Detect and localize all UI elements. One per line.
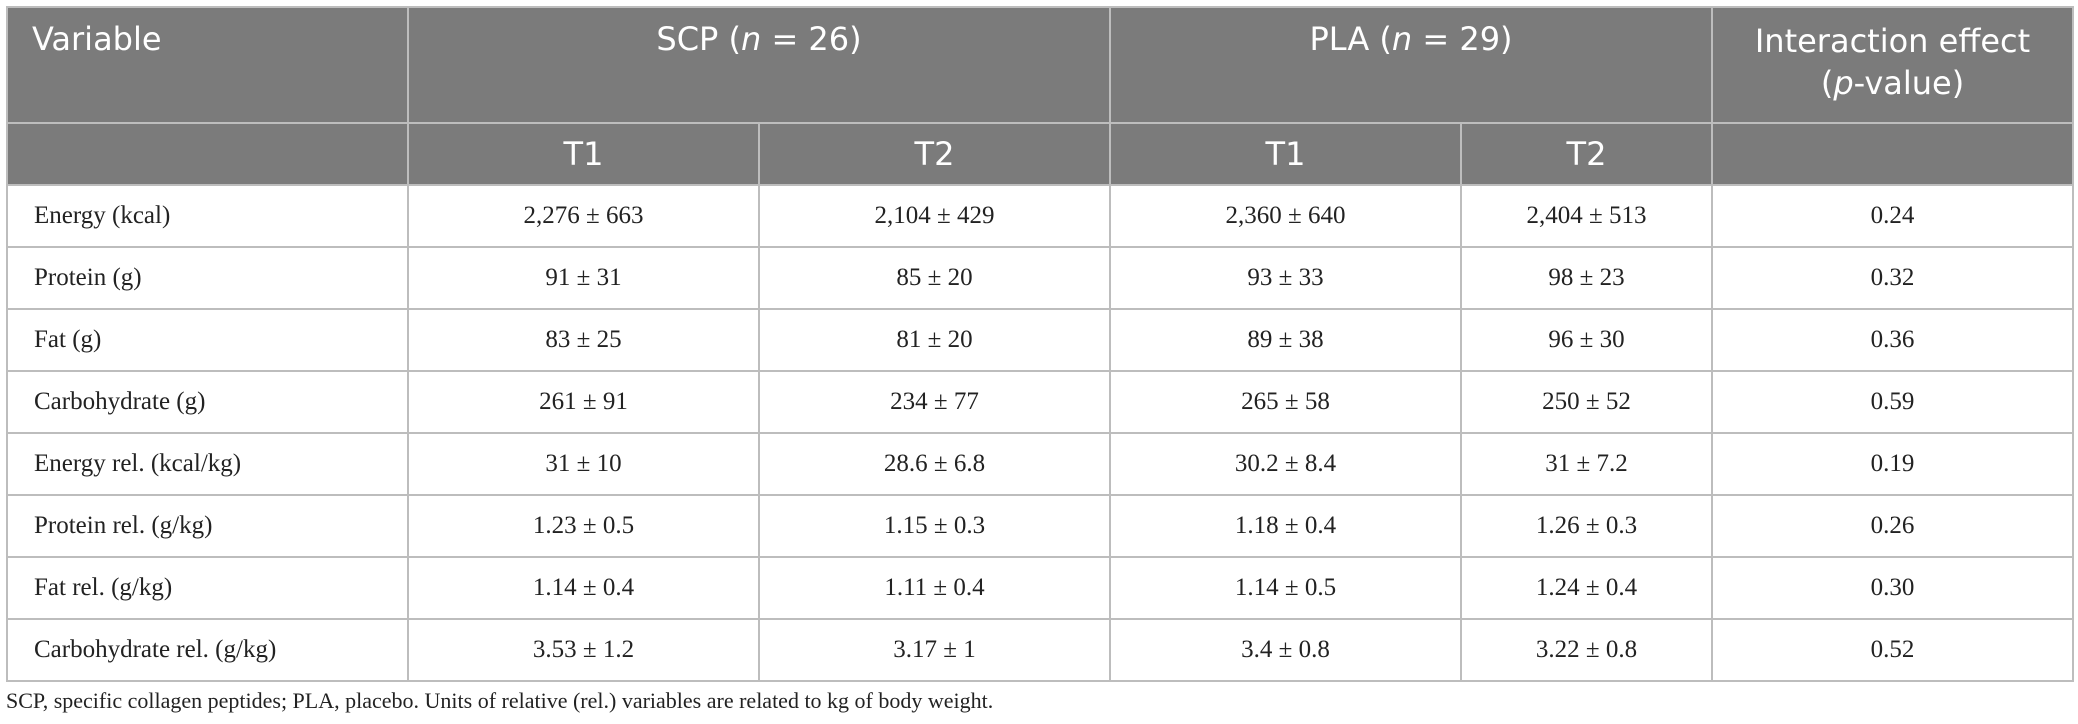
cell-pla-t2: 1.24 ± 0.4 — [1459, 556, 1714, 620]
cell-pla-t1: 89 ± 38 — [1109, 308, 1462, 372]
cell-pla-t2: 1.26 ± 0.3 — [1459, 494, 1714, 558]
cell-p-value: 0.52 — [1711, 618, 2075, 682]
table-header: Variable SCP (n = 26) PLA (n = 29) Inter… — [6, 6, 2075, 186]
header-row-timepoints: T1 T2 T1 T2 — [6, 122, 2075, 186]
cell-scp-t1: 1.23 ± 0.5 — [407, 494, 760, 558]
cell-pla-t1: 93 ± 33 — [1109, 246, 1462, 310]
header-pla-t1: T1 — [1109, 122, 1462, 186]
table-row: Energy rel. (kcal/kg) 31 ± 10 28.6 ± 6.8… — [6, 432, 2075, 496]
header-scp-t2: T2 — [758, 122, 1111, 186]
header-variable: Variable — [6, 6, 409, 124]
cell-pla-t2: 98 ± 23 — [1459, 246, 1714, 310]
cell-pla-t1: 30.2 ± 8.4 — [1109, 432, 1462, 496]
table-row: Protein rel. (g/kg) 1.23 ± 0.5 1.15 ± 0.… — [6, 494, 2075, 558]
nutrition-table: Variable SCP (n = 26) PLA (n = 29) Inter… — [6, 6, 2075, 682]
cell-p-value: 0.32 — [1711, 246, 2075, 310]
cell-pla-t1: 1.18 ± 0.4 — [1109, 494, 1462, 558]
cell-p-value: 0.30 — [1711, 556, 2075, 620]
cell-scp-t1: 2,276 ± 663 — [407, 184, 760, 248]
row-variable: Fat rel. (g/kg) — [6, 556, 409, 620]
header-pla-t2: T2 — [1459, 122, 1714, 186]
cell-scp-t2: 1.15 ± 0.3 — [758, 494, 1111, 558]
cell-p-value: 0.36 — [1711, 308, 2075, 372]
header-interaction: Interaction effect (p-value) — [1711, 6, 2075, 124]
cell-scp-t2: 85 ± 20 — [758, 246, 1111, 310]
cell-scp-t2: 1.11 ± 0.4 — [758, 556, 1111, 620]
cell-p-value: 0.24 — [1711, 184, 2075, 248]
table-row: Carbohydrate (g) 261 ± 91 234 ± 77 265 ±… — [6, 370, 2075, 434]
cell-p-value: 0.19 — [1711, 432, 2075, 496]
cell-pla-t2: 31 ± 7.2 — [1459, 432, 1714, 496]
row-variable: Carbohydrate (g) — [6, 370, 409, 434]
cell-pla-t1: 2,360 ± 640 — [1109, 184, 1462, 248]
row-variable: Carbohydrate rel. (g/kg) — [6, 618, 409, 682]
header-pla-label: PLA (n = 29) — [1309, 20, 1513, 58]
cell-scp-t1: 261 ± 91 — [407, 370, 760, 434]
table-row: Carbohydrate rel. (g/kg) 3.53 ± 1.2 3.17… — [6, 618, 2075, 682]
cell-pla-t2: 250 ± 52 — [1459, 370, 1714, 434]
table-footnote: SCP, specific collagen peptides; PLA, pl… — [6, 688, 994, 713]
cell-scp-t1: 1.14 ± 0.4 — [407, 556, 760, 620]
header-scp-label: SCP (n = 26) — [656, 20, 862, 58]
cell-p-value: 0.59 — [1711, 370, 2075, 434]
cell-pla-t2: 96 ± 30 — [1459, 308, 1714, 372]
cell-pla-t1: 1.14 ± 0.5 — [1109, 556, 1462, 620]
table-row: Protein (g) 91 ± 31 85 ± 20 93 ± 33 98 ±… — [6, 246, 2075, 310]
cell-scp-t2: 81 ± 20 — [758, 308, 1111, 372]
cell-scp-t1: 31 ± 10 — [407, 432, 760, 496]
cell-scp-t1: 91 ± 31 — [407, 246, 760, 310]
header-pla-group: PLA (n = 29) — [1108, 6, 1714, 124]
row-variable: Fat (g) — [6, 308, 409, 372]
cell-p-value: 0.26 — [1711, 494, 2075, 558]
table-row: Energy (kcal) 2,276 ± 663 2,104 ± 429 2,… — [6, 184, 2075, 248]
cell-scp-t1: 3.53 ± 1.2 — [407, 618, 760, 682]
cell-scp-t2: 2,104 ± 429 — [758, 184, 1111, 248]
row-variable: Energy (kcal) — [6, 184, 409, 248]
header-scp-group: SCP (n = 26) — [407, 6, 1111, 124]
header-empty-variable — [6, 122, 409, 186]
cell-pla-t2: 3.22 ± 0.8 — [1459, 618, 1714, 682]
cell-pla-t1: 3.4 ± 0.8 — [1109, 618, 1462, 682]
cell-scp-t2: 234 ± 77 — [758, 370, 1111, 434]
cell-pla-t1: 265 ± 58 — [1109, 370, 1462, 434]
cell-pla-t2: 2,404 ± 513 — [1459, 184, 1714, 248]
row-variable: Energy rel. (kcal/kg) — [6, 432, 409, 496]
table-row: Fat rel. (g/kg) 1.14 ± 0.4 1.11 ± 0.4 1.… — [6, 556, 2075, 620]
row-variable: Protein (g) — [6, 246, 409, 310]
cell-scp-t2: 28.6 ± 6.8 — [758, 432, 1111, 496]
row-variable: Protein rel. (g/kg) — [6, 494, 409, 558]
header-row-groups: Variable SCP (n = 26) PLA (n = 29) Inter… — [6, 6, 2075, 124]
header-scp-t1: T1 — [407, 122, 760, 186]
table-body: Energy (kcal) 2,276 ± 663 2,104 ± 429 2,… — [6, 184, 2075, 682]
table-row: Fat (g) 83 ± 25 81 ± 20 89 ± 38 96 ± 30 … — [6, 308, 2075, 372]
cell-scp-t2: 3.17 ± 1 — [758, 618, 1111, 682]
header-interaction-line1: Interaction effect — [1754, 22, 2031, 60]
cell-scp-t1: 83 ± 25 — [407, 308, 760, 372]
header-empty-interaction — [1711, 122, 2075, 186]
header-interaction-line2: (p-value) — [1820, 64, 1965, 102]
